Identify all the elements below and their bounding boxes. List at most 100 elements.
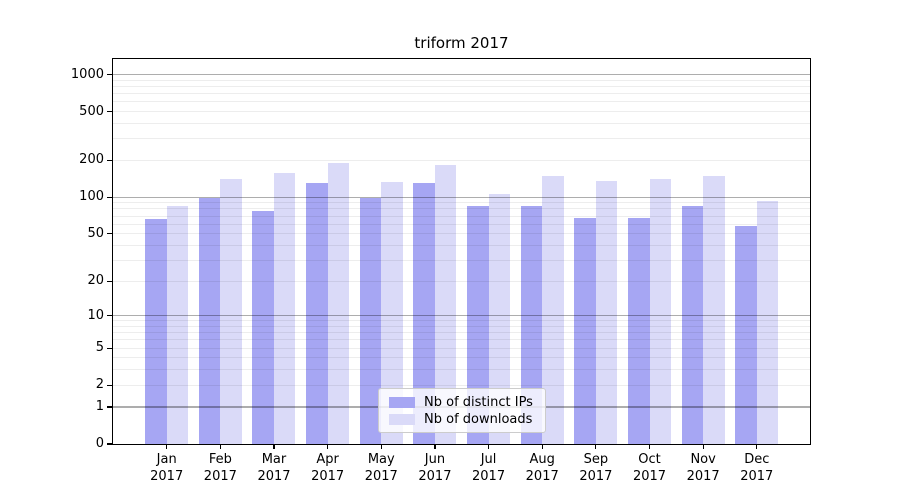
x-label-year-aug: 2017: [525, 469, 559, 484]
x-tick-label-aug: Aug 2017: [510, 451, 574, 485]
gridline-700: [113, 93, 810, 95]
x-label-month-may: May: [367, 452, 395, 467]
bar-nb-of-distinct-ips-oct: [628, 217, 650, 444]
gridline-30: [113, 259, 810, 261]
y-tick-label-20: 20: [87, 273, 104, 289]
bar-nb-of-downloads-oct: [649, 178, 671, 444]
x-label-month-oct: Oct: [638, 452, 661, 467]
x-tick-label-oct: Oct 2017: [618, 451, 682, 485]
gridline-100: [113, 196, 810, 198]
bar-nb-of-distinct-ips-feb: [198, 198, 221, 444]
legend-swatch-nb-of-distinct-ips: [389, 397, 415, 408]
gridline-2: [113, 384, 810, 386]
x-label-year-may: 2017: [364, 469, 398, 484]
bar-nb-of-distinct-ips-jun: [413, 182, 435, 444]
bar-nb-of-distinct-ips-sep: [574, 217, 596, 444]
y-tick-label-200: 200: [79, 152, 104, 168]
gridline-900: [113, 79, 810, 81]
bar-nb-of-distinct-ips-jan: [145, 219, 167, 444]
x-tick-feb: [219, 444, 221, 449]
y-tick-5: [107, 347, 113, 349]
x-tick-label-jun: Jun 2017: [403, 451, 467, 485]
y-tick-label-0: 0: [95, 436, 104, 451]
bar-nb-of-downloads-jan: [166, 205, 189, 444]
x-tick-label-apr: Apr 2017: [296, 451, 360, 485]
y-tick-label-10: 10: [87, 307, 104, 323]
x-tick-label-feb: Feb 2017: [188, 451, 252, 485]
x-label-month-nov: Nov: [690, 452, 716, 467]
x-tick-label-sep: Sep 2017: [564, 451, 628, 485]
y-tick-0: [107, 443, 113, 445]
gridline-70: [113, 215, 810, 217]
gridline-10: [113, 315, 810, 317]
bar-nb-of-downloads-aug: [542, 176, 564, 444]
x-tick-label-nov: Nov 2017: [671, 451, 735, 485]
gridline-1000: [113, 73, 810, 76]
y-tick-20: [107, 280, 113, 282]
bar-nb-of-downloads-feb: [220, 179, 242, 444]
gridline-60: [113, 223, 810, 225]
x-label-year-apr: 2017: [311, 469, 345, 484]
x-tick-label-mar: Mar 2017: [242, 451, 306, 485]
x-tick-mar: [273, 444, 275, 449]
gridline-800: [113, 85, 810, 87]
gridline-600: [113, 101, 810, 103]
y-tick-label-1000: 1000: [70, 66, 104, 82]
x-tick-jan: [166, 444, 168, 449]
y-tick-1000: [107, 73, 113, 76]
gridline-7: [113, 332, 810, 334]
y-tick-10: [107, 315, 113, 317]
gridline-5: [113, 347, 810, 349]
bar-nb-of-downloads-may: [381, 181, 403, 444]
gridline-9: [113, 320, 810, 322]
gridline-6: [113, 339, 810, 341]
grid-layer: [113, 59, 810, 444]
y-tick-label-1: 1: [95, 398, 104, 414]
x-tick-label-jul: Jul 2017: [457, 451, 521, 485]
x-label-month-dec: Dec: [744, 452, 770, 467]
bar-nb-of-downloads-mar: [273, 173, 296, 444]
x-label-year-feb: 2017: [203, 469, 237, 484]
x-tick-jul: [487, 444, 490, 449]
x-tick-label-may: May 2017: [349, 451, 413, 485]
x-label-year-mar: 2017: [257, 469, 291, 484]
bar-nb-of-downloads-nov: [703, 176, 725, 444]
x-tick-dec: [756, 444, 758, 449]
x-label-year-oct: 2017: [632, 469, 667, 484]
gridline-50: [113, 233, 810, 235]
x-label-month-mar: Mar: [261, 452, 287, 467]
x-tick-sep: [595, 444, 597, 449]
chart-title: triform 2017: [414, 34, 509, 52]
x-label-month-jun: Jun: [424, 452, 446, 467]
x-label-year-jul: 2017: [472, 469, 506, 484]
legend-swatch-nb-of-downloads: [389, 414, 415, 425]
gridline-3: [113, 369, 810, 371]
y-tick-2: [107, 384, 113, 386]
legend-label-nb-of-distinct-ips: Nb of distinct IPs: [424, 395, 533, 410]
x-tick-oct: [648, 444, 651, 449]
gridline-300: [113, 138, 810, 140]
legend-label-nb-of-downloads: Nb of downloads: [424, 412, 533, 427]
bar-nb-of-downloads-sep: [595, 181, 618, 444]
y-tick-label-500: 500: [79, 103, 104, 119]
x-label-month-sep: Sep: [583, 452, 609, 467]
x-tick-apr: [327, 444, 329, 449]
legend-row-nb-of-distinct-ips: Nb of distinct IPs: [389, 394, 545, 411]
x-label-year-sep: 2017: [579, 469, 613, 484]
y-tick-100: [107, 196, 113, 198]
x-label-year-dec: 2017: [740, 469, 774, 484]
gridline-4: [113, 357, 810, 359]
y-tick-label-50: 50: [87, 225, 104, 241]
y-tick-label-5: 5: [95, 340, 104, 356]
x-label-month-jan: Jan: [156, 452, 177, 467]
gridline-90: [113, 202, 810, 204]
x-tick-label-dec: Dec 2017: [725, 451, 789, 485]
bar-nb-of-downloads-apr: [327, 163, 350, 444]
x-label-year-jan: 2017: [150, 469, 184, 484]
gridline-40: [113, 244, 810, 246]
gridline-200: [113, 159, 810, 161]
y-tick-label-2: 2: [95, 377, 104, 393]
y-tick-50: [107, 233, 113, 235]
gridline-400: [113, 122, 810, 124]
